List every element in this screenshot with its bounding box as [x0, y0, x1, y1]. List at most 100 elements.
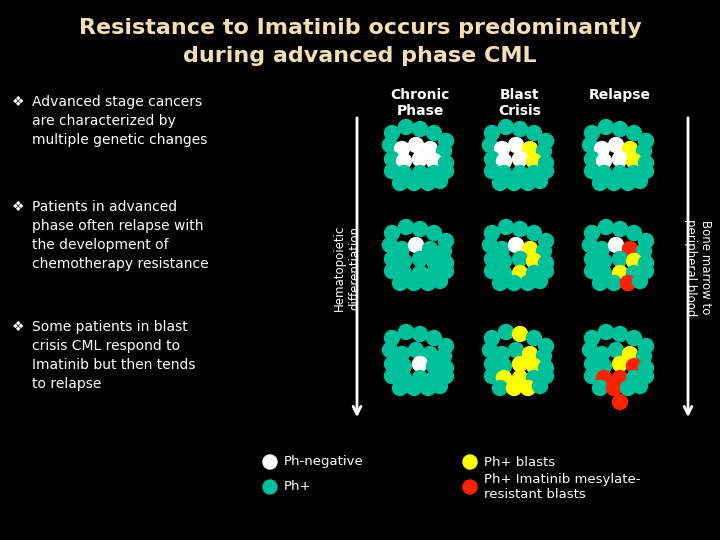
- Circle shape: [407, 381, 421, 395]
- Circle shape: [438, 233, 454, 248]
- Circle shape: [526, 266, 541, 280]
- Circle shape: [433, 379, 448, 394]
- Circle shape: [539, 233, 554, 248]
- Text: ❖: ❖: [12, 95, 24, 109]
- Circle shape: [513, 327, 528, 341]
- Circle shape: [626, 153, 642, 168]
- Circle shape: [598, 325, 613, 340]
- Circle shape: [384, 252, 400, 267]
- Circle shape: [423, 241, 438, 256]
- Circle shape: [382, 138, 397, 152]
- Circle shape: [413, 370, 428, 386]
- Circle shape: [606, 381, 621, 395]
- Circle shape: [384, 125, 400, 140]
- Text: Patients in advanced
phase often relapse with
the development of
chemotherapy re: Patients in advanced phase often relapse…: [32, 200, 209, 271]
- Circle shape: [485, 368, 500, 383]
- Circle shape: [413, 327, 428, 341]
- Circle shape: [508, 342, 523, 357]
- Circle shape: [585, 152, 600, 166]
- Circle shape: [613, 152, 628, 166]
- Circle shape: [438, 368, 454, 383]
- Circle shape: [513, 356, 528, 372]
- Circle shape: [513, 370, 528, 386]
- Circle shape: [593, 275, 608, 291]
- Circle shape: [423, 347, 438, 361]
- Circle shape: [397, 165, 412, 180]
- Circle shape: [539, 255, 554, 271]
- Circle shape: [523, 241, 538, 256]
- Circle shape: [533, 173, 547, 188]
- Circle shape: [384, 152, 400, 166]
- Circle shape: [395, 347, 410, 361]
- Circle shape: [613, 266, 628, 280]
- Circle shape: [626, 359, 642, 374]
- Circle shape: [639, 156, 654, 171]
- Circle shape: [492, 275, 508, 291]
- Circle shape: [533, 379, 547, 394]
- Circle shape: [397, 253, 412, 268]
- Circle shape: [585, 164, 600, 179]
- Circle shape: [632, 173, 647, 188]
- Circle shape: [438, 339, 454, 354]
- Circle shape: [495, 241, 510, 256]
- Circle shape: [407, 275, 421, 291]
- Circle shape: [408, 238, 423, 253]
- Circle shape: [596, 359, 611, 374]
- Circle shape: [482, 138, 498, 152]
- Circle shape: [526, 359, 541, 374]
- Circle shape: [526, 125, 541, 140]
- Circle shape: [639, 264, 654, 279]
- Circle shape: [508, 238, 523, 253]
- Circle shape: [585, 330, 600, 346]
- Circle shape: [438, 156, 454, 171]
- Circle shape: [596, 253, 611, 268]
- Circle shape: [526, 330, 541, 346]
- Circle shape: [426, 266, 441, 280]
- Circle shape: [626, 226, 642, 240]
- Circle shape: [426, 253, 441, 268]
- Circle shape: [382, 342, 397, 357]
- Circle shape: [485, 164, 500, 179]
- Circle shape: [623, 347, 637, 361]
- Circle shape: [626, 125, 642, 140]
- Circle shape: [497, 253, 511, 268]
- Circle shape: [598, 219, 613, 234]
- Circle shape: [613, 370, 628, 386]
- Circle shape: [397, 153, 412, 168]
- Circle shape: [613, 122, 628, 137]
- Circle shape: [513, 266, 528, 280]
- Circle shape: [413, 266, 428, 280]
- Circle shape: [436, 144, 451, 159]
- Circle shape: [408, 138, 423, 152]
- Circle shape: [426, 359, 441, 374]
- Circle shape: [497, 165, 511, 180]
- Circle shape: [632, 379, 647, 394]
- Circle shape: [596, 370, 611, 386]
- Circle shape: [426, 153, 441, 168]
- Circle shape: [521, 176, 536, 191]
- Circle shape: [420, 275, 436, 291]
- Circle shape: [639, 255, 654, 271]
- Circle shape: [426, 370, 441, 386]
- Circle shape: [521, 275, 536, 291]
- Circle shape: [413, 221, 428, 237]
- Circle shape: [392, 176, 408, 191]
- Circle shape: [492, 176, 508, 191]
- Circle shape: [413, 356, 428, 372]
- Circle shape: [506, 381, 521, 395]
- Circle shape: [613, 395, 628, 409]
- Circle shape: [384, 264, 400, 279]
- Circle shape: [413, 122, 428, 137]
- Circle shape: [438, 133, 454, 148]
- Circle shape: [585, 252, 600, 267]
- Circle shape: [585, 356, 600, 372]
- Circle shape: [533, 273, 547, 288]
- Circle shape: [463, 480, 477, 494]
- Circle shape: [506, 176, 521, 191]
- Circle shape: [585, 264, 600, 279]
- Circle shape: [395, 241, 410, 256]
- Circle shape: [513, 165, 528, 180]
- Circle shape: [613, 356, 628, 372]
- Circle shape: [497, 359, 511, 374]
- Circle shape: [438, 264, 454, 279]
